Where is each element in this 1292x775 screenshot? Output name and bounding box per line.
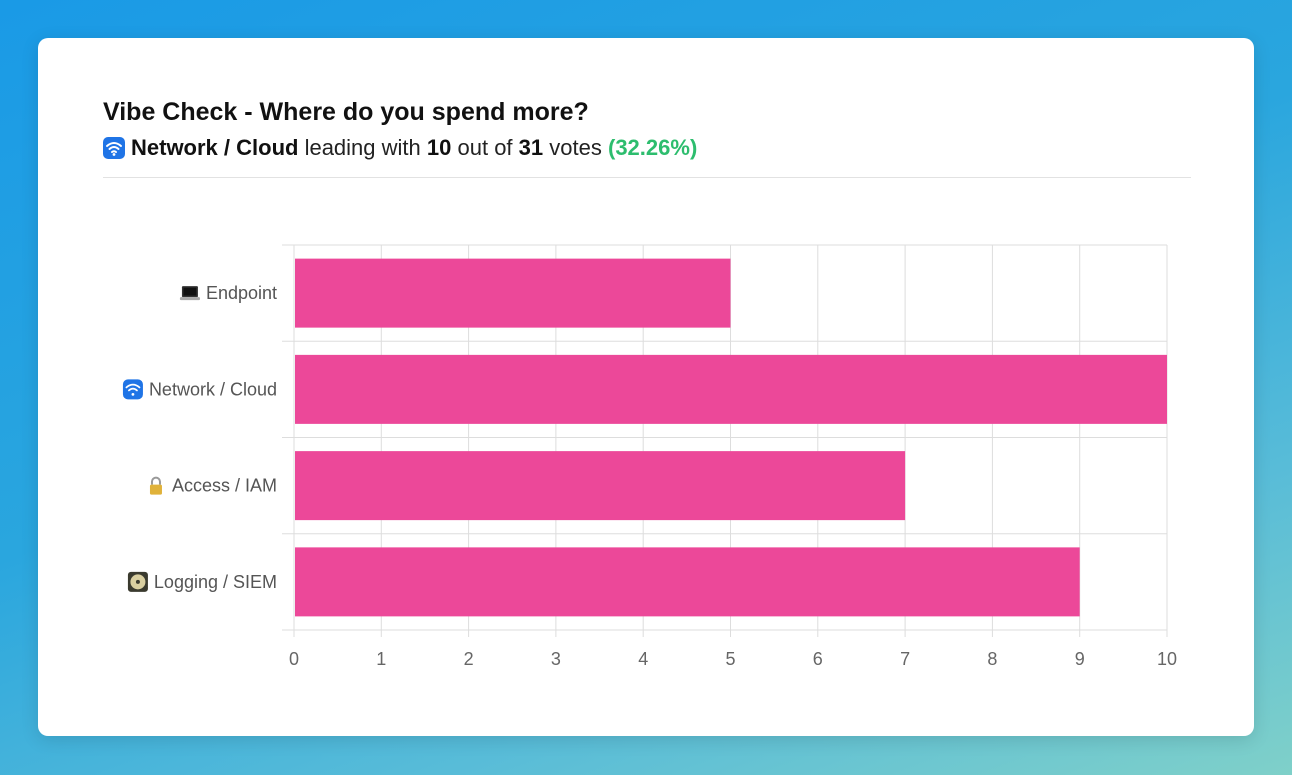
x-tick-label: 7: [900, 649, 910, 669]
total-votes: 31: [518, 135, 544, 160]
leader-percent: (32.26%): [608, 135, 698, 160]
x-tick-label: 10: [1157, 649, 1177, 669]
bar: [295, 258, 731, 328]
poll-card: Vibe Check - Where do you spend more? Ne…: [38, 38, 1254, 736]
x-tick-label: 3: [551, 649, 561, 669]
disc-icon: [127, 571, 148, 592]
x-tick-label: 1: [376, 649, 386, 669]
x-tick-label: 2: [464, 649, 474, 669]
x-tick-label: 8: [987, 649, 997, 669]
bar: [295, 547, 1080, 617]
leader-votes: 10: [426, 135, 452, 160]
x-tick-label: 6: [813, 649, 823, 669]
category-label: Access / IAM: [172, 476, 277, 496]
poll-title: Vibe Check - Where do you spend more?: [103, 98, 589, 126]
bar: [295, 354, 1167, 424]
x-tick-label: 5: [725, 649, 735, 669]
category-label: Logging / SIEM: [154, 572, 277, 592]
category-label: Endpoint: [206, 283, 277, 303]
laptop-icon: [179, 286, 200, 301]
lock-icon: [149, 476, 162, 495]
poll-summary: Network / Cloud leading with 10 out of 3…: [103, 135, 697, 161]
bar-chart: 0 1 2 3 4 5 6 7 8 9 10 Endpoint Network / Cloud Acces…: [122, 244, 1177, 669]
leader-name: Network / Cloud: [131, 135, 299, 160]
wifi-icon: [122, 379, 143, 400]
category-label: Network / Cloud: [149, 379, 277, 399]
x-tick-label: 4: [638, 649, 648, 669]
header-divider: [103, 177, 1191, 178]
bar: [295, 451, 906, 521]
wifi-icon: [103, 137, 125, 159]
x-tick-label: 0: [289, 649, 299, 669]
out-of-text: out of: [457, 135, 513, 160]
x-tick-label: 9: [1075, 649, 1085, 669]
votes-text: votes: [549, 135, 602, 160]
leading-with-text: leading with: [304, 135, 421, 160]
